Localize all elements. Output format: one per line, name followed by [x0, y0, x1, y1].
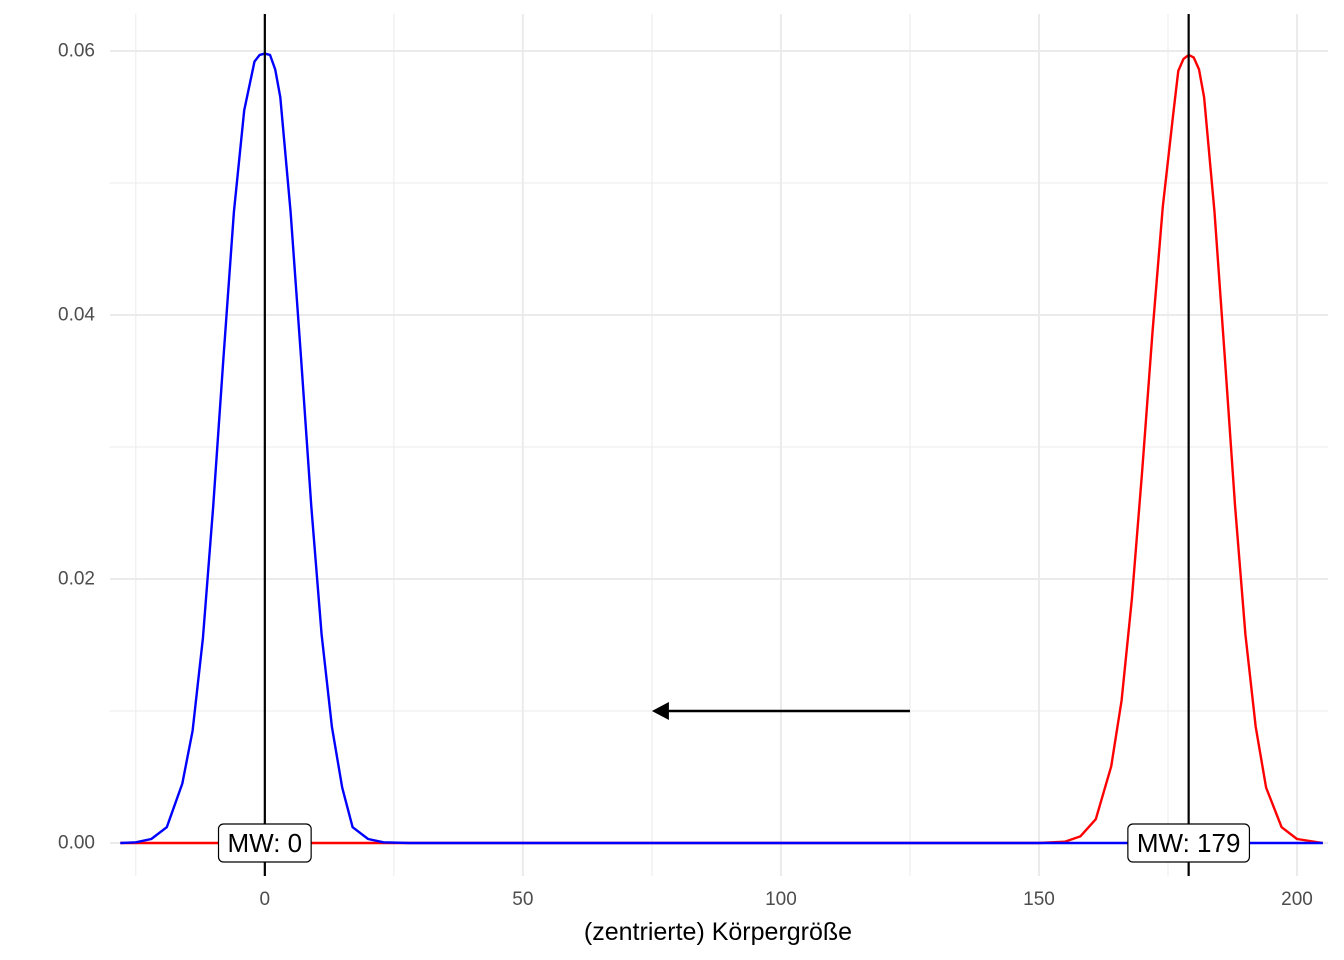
mean-label: MW: 179: [1127, 823, 1251, 863]
arrow-head: [651, 701, 669, 720]
x-tick-label: 100: [765, 889, 797, 910]
mean-label: MW: 0: [217, 823, 312, 863]
x-axis-title: (zentrierte) Körpergröße: [584, 918, 852, 946]
x-tick-label: 200: [1281, 889, 1313, 910]
x-tick-label: 150: [1023, 889, 1055, 910]
mean-label-text: MW: 179: [1137, 828, 1241, 858]
x-axis-ticks: 0 50 100 150 200: [260, 889, 1313, 910]
x-tick-label: 0: [260, 889, 271, 910]
y-tick-label: 0.00: [58, 832, 95, 853]
y-tick-label: 0.06: [58, 40, 95, 61]
density-line-red: [120, 53, 1323, 845]
mean-label-box: [1127, 823, 1251, 863]
mean-label-box: [217, 823, 312, 863]
shift-arrow: [651, 701, 910, 720]
mean-lines: [263, 14, 1190, 876]
y-axis-ticks: 0.00 0.02 0.04 0.06: [58, 40, 95, 853]
y-tick-label: 0.04: [58, 304, 95, 325]
density-curves: [120, 52, 1323, 845]
density-line-blue: [120, 52, 1323, 845]
y-tick-label: 0.02: [58, 568, 95, 589]
mean-label-text: MW: 0: [228, 828, 303, 858]
mean-labels: MW: 0 MW: 179: [217, 823, 1251, 863]
x-tick-label: 50: [512, 889, 533, 910]
